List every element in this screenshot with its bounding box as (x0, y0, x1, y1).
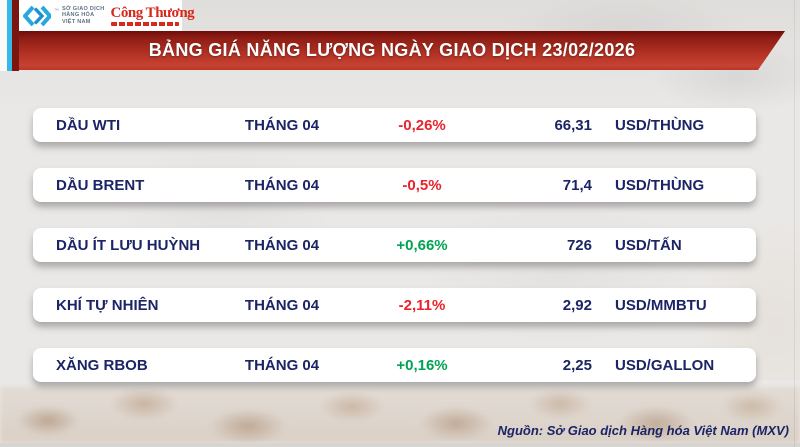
contract-month: THÁNG 04 (244, 236, 320, 254)
left-edge-white-strip (0, 0, 7, 71)
mxv-trademark-mark: ™ (54, 7, 59, 14)
contract-month: THÁNG 04 (244, 296, 320, 314)
price-row-dau-it-luu-huynh: DẦU ÍT LƯU HUỲNH THÁNG 04 +0,66% 726 USD… (33, 228, 756, 262)
background-commodity-photo (0, 387, 800, 443)
mxv-logo-text-line1: SỞ GIAO DỊCH (62, 5, 105, 12)
change-percent: +0,16% (396, 356, 448, 374)
commodity-name: DẦU WTI (56, 116, 121, 134)
change-percent: -0,26% (398, 116, 446, 134)
source-credit: Nguồn: Sở Giao dịch Hàng hóa Việt Nam (M… (497, 423, 789, 438)
title-banner: BẢNG GIÁ NĂNG LƯỢNG NGÀY GIAO DỊCH 23/02… (19, 31, 785, 70)
price-unit: USD/THÙNG (615, 116, 705, 134)
page-title: BẢNG GIÁ NĂNG LƯỢNG NGÀY GIAO DỊCH 23/02… (148, 40, 636, 60)
mxv-chevrons-icon (23, 5, 51, 26)
commodity-name: DẦU BRENT (56, 176, 145, 194)
price-unit: USD/GALLON (615, 356, 715, 374)
change-percent: -0,5% (402, 176, 442, 194)
left-maroon-stripe (12, 0, 19, 71)
congthuong-logo: Công Thương (110, 4, 195, 26)
commodity-name: DẦU ÍT LƯU HUỲNH (56, 236, 201, 254)
price-value: 726 (566, 236, 592, 254)
price-row-xang-rbob: XĂNG RBOB THÁNG 04 +0,16% 2,25 USD/GALLO… (33, 348, 756, 382)
mxv-logo-text: SỞ GIAO DỊCH HÀNG HÓA VIỆT NAM (62, 6, 105, 26)
price-row-khi-tu-nhien: KHÍ TỰ NHIÊN THÁNG 04 -2,11% 2,92 USD/MM… (33, 288, 756, 322)
header-logo-panel: ™ SỞ GIAO DỊCH HÀNG HÓA VIỆT NAM Công Th… (19, 0, 195, 31)
price-value: 71,4 (562, 176, 592, 194)
change-percent: +0,66% (396, 236, 448, 254)
right-edge-line (794, 0, 795, 447)
price-unit: USD/MMBTU (615, 296, 707, 314)
mxv-logo-text-line3: VIỆT NAM (62, 18, 91, 25)
mxv-logo: ™ SỞ GIAO DỊCH HÀNG HÓA VIỆT NAM (23, 5, 105, 27)
price-row-dau-wti: DẦU WTI THÁNG 04 -0,26% 66,31 USD/THÙNG (33, 108, 756, 142)
price-unit: USD/THÙNG (615, 176, 705, 194)
mxv-logo-text-line2: HÀNG HÓA (62, 12, 95, 19)
change-percent: -2,11% (398, 296, 446, 314)
contract-month: THÁNG 04 (244, 356, 320, 374)
contract-month: THÁNG 04 (244, 176, 320, 194)
price-value: 2,92 (562, 296, 592, 314)
price-unit: USD/TẤN (615, 236, 682, 254)
price-value: 66,31 (554, 116, 592, 134)
commodity-name: XĂNG RBOB (56, 356, 148, 374)
commodity-name: KHÍ TỰ NHIÊN (56, 296, 159, 314)
left-cyan-stripe (7, 0, 12, 71)
congthuong-logo-text: Công Thương (110, 4, 195, 21)
price-value: 2,25 (562, 356, 592, 374)
congthuong-tagline-bar (110, 21, 179, 26)
contract-month: THÁNG 04 (244, 116, 320, 134)
bottom-edge-band (0, 443, 800, 447)
price-row-dau-brent: DẦU BRENT THÁNG 04 -0,5% 71,4 USD/THÙNG (33, 168, 756, 202)
